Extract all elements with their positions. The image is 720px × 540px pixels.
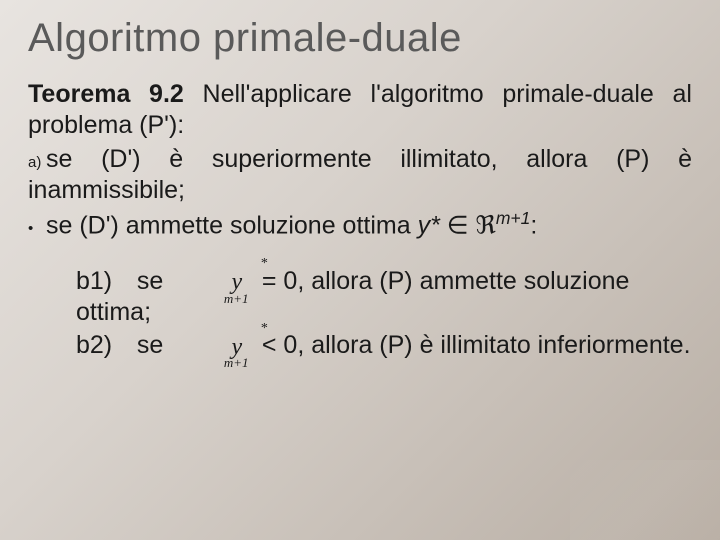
sub-b2-sub: m+1	[224, 355, 249, 371]
item-a-text: se (D') è superiormente illimitato, allo…	[28, 145, 692, 204]
item-b: •se (D') ammette soluzione ottima y* ∈ ℜ…	[28, 208, 692, 242]
sub-b2: b2) se y*m+1< 0, allora (P) è illimitato…	[76, 330, 692, 361]
item-b-ystar: y*	[418, 211, 440, 239]
theorem-intro: Teorema 9.2 Nell'applicare l'algoritmo p…	[28, 79, 692, 142]
theorem-body: Teorema 9.2 Nell'applicare l'algoritmo p…	[28, 79, 692, 242]
sub-b2-label: b2)	[76, 330, 116, 361]
item-b-set: ℜ	[475, 212, 495, 239]
sub-b1-prefix: se	[137, 267, 163, 295]
sub-b2-prefix: se	[137, 331, 163, 359]
sub-b1-sub: m+1	[224, 291, 249, 307]
item-a: a)se (D') è superiormente illimitato, al…	[28, 144, 692, 207]
item-b-exp: m+1	[496, 208, 531, 228]
sub-cases: b1) se y*m+1= 0, allora (P) ammette solu…	[76, 266, 692, 362]
slide-container: Algoritmo primale-duale Teorema 9.2 Nell…	[0, 0, 720, 540]
sub-b1-formula: y*m+1	[212, 267, 262, 297]
sub-b1-label: b1)	[76, 266, 116, 297]
slide-title: Algoritmo primale-duale	[28, 16, 692, 61]
sub-b1: b1) se y*m+1= 0, allora (P) ammette solu…	[76, 266, 692, 329]
sub-b2-text: < 0, allora (P) è illimitato inferiormen…	[262, 331, 691, 359]
sub-b1-star: *	[261, 255, 268, 273]
item-b-suffix: :	[530, 211, 537, 239]
corner-accent	[570, 460, 720, 540]
item-b-in: ∈	[440, 211, 476, 239]
item-a-marker: a)	[28, 154, 46, 173]
item-b-marker: •	[28, 220, 46, 239]
sub-b2-star: *	[261, 320, 268, 338]
theorem-label: Teorema 9.2	[28, 80, 184, 108]
item-b-prefix: se (D') ammette soluzione ottima	[46, 211, 418, 239]
sub-b2-formula: y*m+1	[212, 332, 262, 362]
